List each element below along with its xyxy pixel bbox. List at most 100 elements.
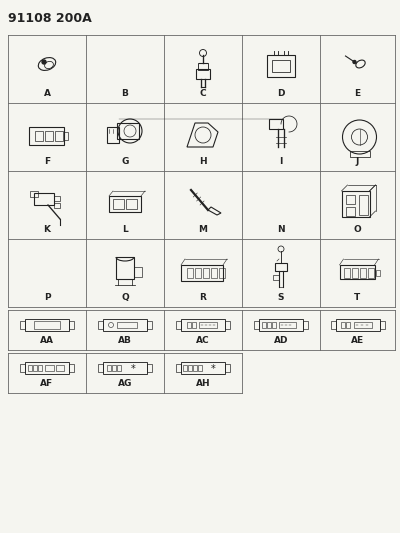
Bar [54, 196, 60, 201]
Bar [340, 265, 374, 279]
Bar [147, 321, 152, 329]
Text: *: * [131, 364, 135, 374]
Bar [380, 321, 384, 329]
Text: G: G [121, 157, 129, 166]
Bar [203, 268, 209, 278]
Bar [98, 364, 103, 372]
Bar [116, 257, 134, 279]
Bar [107, 365, 111, 371]
Bar [273, 275, 279, 280]
Bar [147, 364, 152, 372]
Bar [199, 322, 217, 328]
Bar [29, 127, 64, 145]
Bar [344, 268, 350, 278]
Bar [342, 191, 370, 217]
Text: AD: AD [274, 336, 288, 345]
Text: I: I [279, 157, 283, 166]
Bar [225, 364, 230, 372]
Text: M: M [198, 225, 208, 234]
Bar [219, 268, 225, 278]
Bar [269, 119, 283, 129]
Bar [176, 364, 181, 372]
Bar [187, 322, 191, 328]
Bar [354, 322, 372, 328]
Bar [181, 362, 225, 374]
Bar [272, 60, 290, 72]
Bar [340, 322, 344, 328]
Text: AH: AH [196, 379, 210, 388]
Bar [196, 69, 210, 79]
Bar [336, 319, 380, 331]
Bar [303, 321, 308, 329]
Bar [181, 265, 223, 281]
Bar [272, 322, 276, 328]
Bar [69, 321, 74, 329]
Bar [20, 321, 25, 329]
Bar [117, 322, 137, 328]
Text: J: J [356, 157, 359, 166]
Bar [188, 365, 192, 371]
Bar [117, 123, 139, 139]
Bar [267, 55, 295, 77]
Bar [254, 321, 259, 329]
Bar [193, 365, 197, 371]
Bar [134, 267, 142, 277]
Text: L: L [122, 225, 128, 234]
Bar [259, 319, 303, 331]
Text: R: R [200, 293, 206, 302]
Bar [103, 362, 147, 374]
Bar [34, 321, 60, 329]
Text: AA: AA [40, 336, 54, 345]
Text: A: A [44, 89, 50, 98]
Text: 91108 200A: 91108 200A [8, 12, 92, 25]
Bar [198, 63, 208, 70]
Bar [34, 193, 54, 205]
Bar [187, 268, 193, 278]
Text: B: B [122, 89, 128, 98]
Bar [279, 322, 296, 328]
Bar [225, 321, 230, 329]
Bar [262, 322, 266, 328]
Bar [30, 191, 38, 197]
Bar [112, 365, 116, 371]
Bar [346, 322, 350, 328]
Text: F: F [44, 157, 50, 166]
Text: Q: Q [121, 293, 129, 302]
Bar [45, 131, 53, 141]
Bar [33, 365, 37, 371]
Bar [69, 364, 74, 372]
Bar [20, 364, 25, 372]
Bar [192, 322, 196, 328]
Bar [275, 263, 287, 271]
Bar [267, 322, 271, 328]
Text: AC: AC [196, 336, 210, 345]
Bar [346, 207, 354, 216]
Bar [350, 151, 370, 157]
Bar [368, 268, 374, 278]
Bar [183, 365, 187, 371]
Bar [109, 196, 141, 212]
Circle shape [353, 61, 356, 63]
Bar [56, 365, 64, 371]
Bar [211, 268, 217, 278]
Bar [376, 270, 380, 276]
Bar [103, 319, 147, 331]
Text: K: K [44, 225, 50, 234]
Bar [28, 365, 32, 371]
Bar [352, 268, 358, 278]
Text: C: C [200, 89, 206, 98]
Circle shape [42, 60, 46, 64]
Bar [98, 321, 103, 329]
Bar [64, 132, 68, 140]
Bar [54, 203, 60, 208]
Bar [358, 195, 368, 215]
Text: D: D [277, 89, 285, 98]
Text: E: E [354, 89, 360, 98]
Bar [126, 199, 137, 209]
Bar [25, 319, 69, 331]
Bar [198, 365, 202, 371]
Bar [25, 362, 69, 374]
Text: T: T [354, 293, 361, 302]
Bar [38, 365, 42, 371]
Text: H: H [199, 157, 207, 166]
